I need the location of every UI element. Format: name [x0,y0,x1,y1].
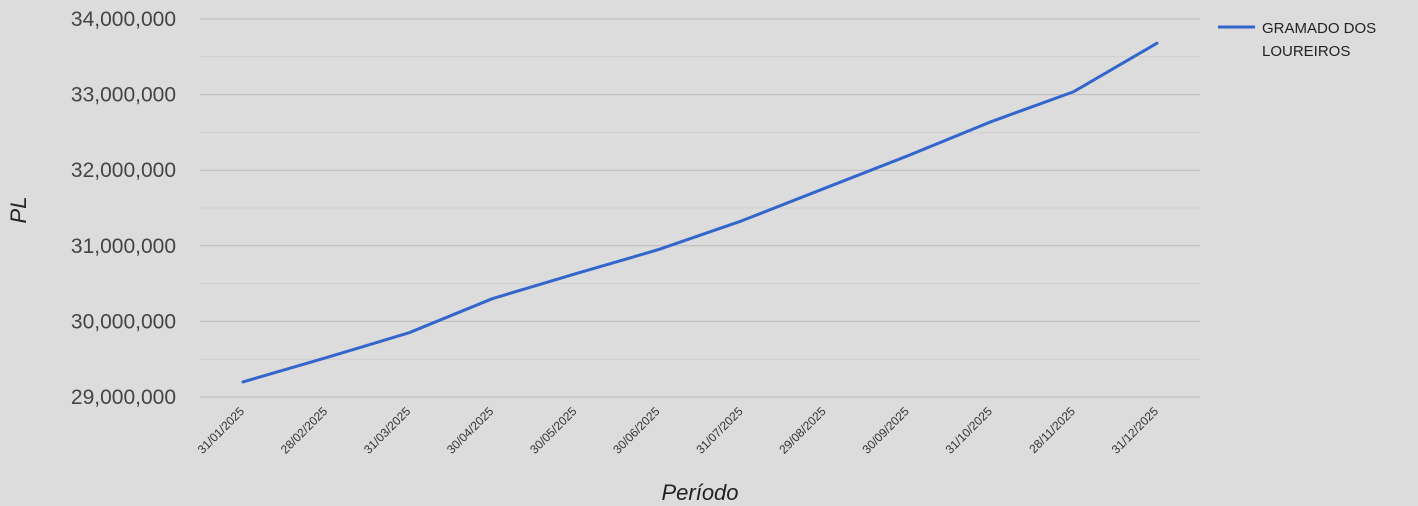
x-tick-label: 31/12/2025 [1109,404,1162,457]
legend-label-line-2: LOUREIROS [1262,43,1350,60]
x-tick-label: 28/11/2025 [1026,404,1078,456]
x-axis-ticks: 31/01/2025 28/02/2025 31/03/2025 30/04/2025… [195,404,1162,457]
y-axis-title: PL [6,197,31,224]
data-point[interactable] [488,295,496,303]
x-tick-label: 30/06/2025 [610,404,663,457]
x-tick-label: 28/02/2025 [278,404,331,457]
x-tick-label: 31/01/2025 [195,404,248,457]
data-point[interactable] [987,118,995,126]
data-point[interactable] [654,246,662,254]
x-tick-label: 30/09/2025 [859,404,912,457]
data-point[interactable] [738,217,746,225]
x-axis-title: Período [661,480,738,505]
legend-label-line-1: GRAMADO DOS [1262,20,1376,37]
series-layer [239,39,1161,386]
y-tick-label: 30,000,000 [71,310,176,333]
y-axis-ticks: 29,000,000 30,000,000 31,000,000 32,000,000… [71,8,176,409]
x-tick-label: 30/05/2025 [527,404,580,457]
y-tick-label: 32,000,000 [71,159,176,182]
data-point[interactable] [904,152,912,160]
legend[interactable]: GRAMADO DOS LOUREIROS [1218,20,1376,60]
series-line[interactable] [241,41,1159,384]
y-tick-label: 29,000,000 [71,386,176,409]
y-tick-label: 31,000,000 [71,235,176,258]
data-point[interactable] [571,270,579,278]
x-tick-label: 29/08/2025 [776,404,829,457]
y-tick-label: 33,000,000 [71,84,176,107]
data-point[interactable] [405,329,413,337]
data-point[interactable] [821,184,829,192]
x-tick-label: 31/07/2025 [693,404,746,457]
gridlines [200,18,1200,398]
data-point[interactable] [239,378,247,386]
data-point[interactable] [322,354,330,362]
data-point[interactable] [1070,88,1078,96]
x-tick-label: 30/04/2025 [444,404,497,457]
x-tick-label: 31/10/2025 [943,404,996,457]
data-point[interactable] [1153,39,1161,47]
y-tick-label: 34,000,000 [71,8,176,31]
x-tick-label: 31/03/2025 [361,404,414,457]
